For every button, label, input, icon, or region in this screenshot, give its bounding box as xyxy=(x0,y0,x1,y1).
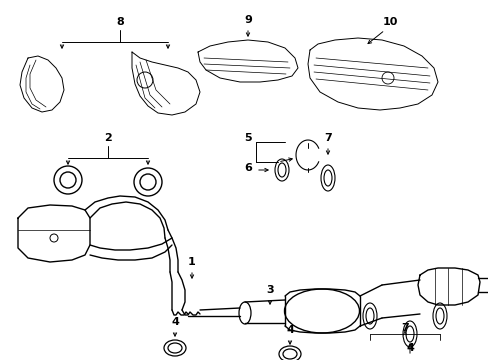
Text: 3: 3 xyxy=(265,285,273,295)
Text: 4: 4 xyxy=(285,325,293,335)
Text: 2: 2 xyxy=(104,133,112,143)
Text: 10: 10 xyxy=(382,17,397,27)
Text: 7: 7 xyxy=(324,133,331,143)
Text: 8: 8 xyxy=(116,17,123,27)
Text: 4: 4 xyxy=(405,343,413,353)
Text: 5: 5 xyxy=(244,133,251,143)
Text: 9: 9 xyxy=(244,15,251,25)
Text: 1: 1 xyxy=(188,257,196,267)
Text: 6: 6 xyxy=(244,163,251,173)
Text: 7: 7 xyxy=(400,323,408,333)
Text: 4: 4 xyxy=(171,317,179,327)
